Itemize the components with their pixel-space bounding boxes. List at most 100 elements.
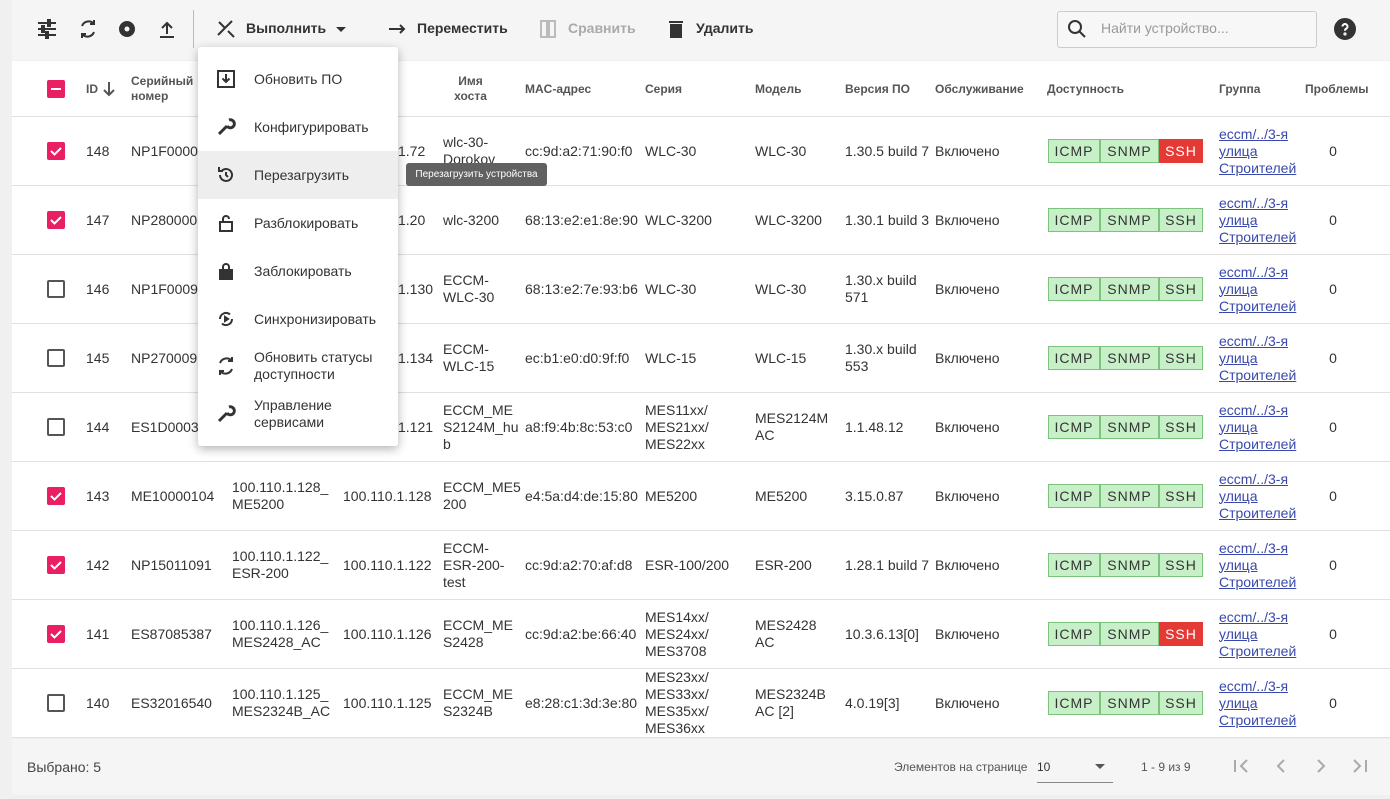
cell-service: Включено [935,694,1000,711]
help-icon[interactable] [1333,17,1357,41]
availability-chip: SNMP [1100,139,1159,163]
availability-chip: SNMP [1100,553,1159,577]
cell-id: 143 [86,487,110,504]
cell-serial: ES32016540 [131,694,212,711]
availability-chip: SNMP [1100,208,1159,232]
cell-host: ECCM_ME5200 [443,479,521,512]
row-checkbox[interactable] [47,556,65,574]
row-checkbox[interactable] [47,625,65,643]
menu-item[interactable]: Управление сервисами [254,397,332,430]
check-mark [50,147,62,156]
cell-id: 142 [86,556,110,573]
pager-button[interactable] [1309,754,1333,778]
cell-ip: 100.110.1.126 [343,625,432,642]
availability-chip: SSH [1159,622,1203,646]
menu-item[interactable]: Конфигурировать [254,118,369,135]
cell-name: 100.110.1.122_ESR-200 [232,548,329,581]
sort-arrow[interactable] [97,77,121,101]
row-checkbox[interactable] [47,694,65,712]
row-checkbox[interactable] [47,487,65,505]
menu-icon[interactable] [214,67,238,91]
menu-icon[interactable] [214,307,238,331]
column-header[interactable]: Серийный номер [131,74,194,103]
group-link[interactable]: eccm/../3-я улица Строителей [1219,332,1297,383]
pager-button[interactable] [1269,754,1293,778]
cell-model: WLC-30 [755,142,807,159]
tooltip: Перезагрузить устройства [406,163,547,186]
menu-item[interactable]: Заблокировать [254,262,352,279]
settings-icon[interactable] [115,17,139,41]
row-checkbox[interactable] [47,211,65,229]
column-header[interactable]: Доступность [1047,81,1124,96]
delete-icon[interactable] [664,17,688,41]
menu-icon[interactable] [214,259,238,283]
group-link[interactable]: eccm/../3-я улица Строителей [1219,608,1297,659]
row-checkbox[interactable] [47,418,65,436]
cell-ip: 1.20 [398,211,426,228]
upload-icon[interactable] [155,17,179,41]
pager-button[interactable] [1229,754,1253,778]
column-header[interactable]: Имя хоста [454,74,487,103]
row-checkbox[interactable] [47,349,65,367]
search-box[interactable] [1057,11,1317,48]
search-placeholder[interactable]: Найти устройство... [1101,20,1229,36]
row-checkbox[interactable] [47,142,65,160]
cell-name: 100.110.1.125_MES2324B_AC [232,686,331,719]
refresh-icon[interactable] [76,17,100,41]
header-line [12,116,1390,117]
separator [193,10,194,48]
pager-button[interactable] [1348,754,1372,778]
cell-serial: NP270009 [131,349,198,366]
row-divider [12,254,1390,255]
column-header[interactable]: MAC-адрес [525,81,592,96]
menu-icon[interactable] [214,115,238,139]
cell-mac: 68:13:e2:7e:93:b6 [525,280,638,297]
menu-item[interactable]: Перезагрузить [254,166,349,183]
availability-chip: SNMP [1100,346,1159,370]
group-link[interactable]: eccm/../3-я улица Строителей [1219,194,1297,245]
menu-item[interactable]: Обновить ПО [254,70,343,87]
page-size-select[interactable]: 10 [1037,760,1113,783]
menu-icon[interactable] [214,211,238,235]
delete-button[interactable]: Удалить [696,20,754,36]
cell-ip: 1.121 [398,418,434,435]
cell-service: Включено [935,625,1000,642]
group-link[interactable]: eccm/../3-я улица Строителей [1219,401,1297,452]
availability-chip: SSH [1159,553,1203,577]
cell-problems: 0 [1329,625,1337,642]
cell-service: Включено [935,211,1000,228]
column-header[interactable]: ID [86,81,98,96]
move-icon[interactable] [385,17,409,41]
tools-icon[interactable] [214,17,238,41]
select-arrow[interactable] [1088,754,1112,778]
column-header[interactable]: Обслуживание [935,81,1024,96]
column-header[interactable]: Проблемы [1305,81,1369,96]
menu-item[interactable]: Обновить статусы доступности [254,349,373,382]
move-button[interactable]: Переместить [417,20,508,36]
dropdown-arrow[interactable] [329,17,353,41]
column-header[interactable]: Группа [1219,81,1261,96]
menu-icon[interactable] [214,354,238,378]
execute-button[interactable]: Выполнить [246,20,327,36]
menu-icon[interactable] [214,402,238,426]
filter-icon[interactable] [35,17,59,41]
menu-item[interactable]: Разблокировать [254,214,359,231]
cell-fw: 4.0.19[3] [845,694,900,711]
cell-mac: ec:b1:e0:d0:9f:f0 [525,349,630,366]
column-header[interactable]: Версия ПО [845,81,911,96]
cell-problems: 0 [1329,142,1337,159]
page-size-label: Элементов на странице [894,760,1028,774]
group-link[interactable]: eccm/../3-я улица Строителей [1219,263,1297,314]
menu-icon[interactable] [214,163,238,187]
row-checkbox[interactable] [47,280,65,298]
group-link[interactable]: eccm/../3-я улица Строителей [1219,470,1297,521]
group-link[interactable]: eccm/../3-я улица Строителей [1219,677,1297,728]
group-link[interactable]: eccm/../3-я улица Строителей [1219,125,1297,176]
column-header[interactable]: Модель [755,81,802,96]
column-header[interactable]: Серия [645,81,683,96]
cell-name: 100.110.1.126_MES2428_AC [232,617,329,650]
group-link[interactable]: eccm/../3-я улица Строителей [1219,539,1297,590]
menu-item[interactable]: Синхронизировать [254,310,377,327]
cell-serial: ES87085387 [131,625,212,642]
